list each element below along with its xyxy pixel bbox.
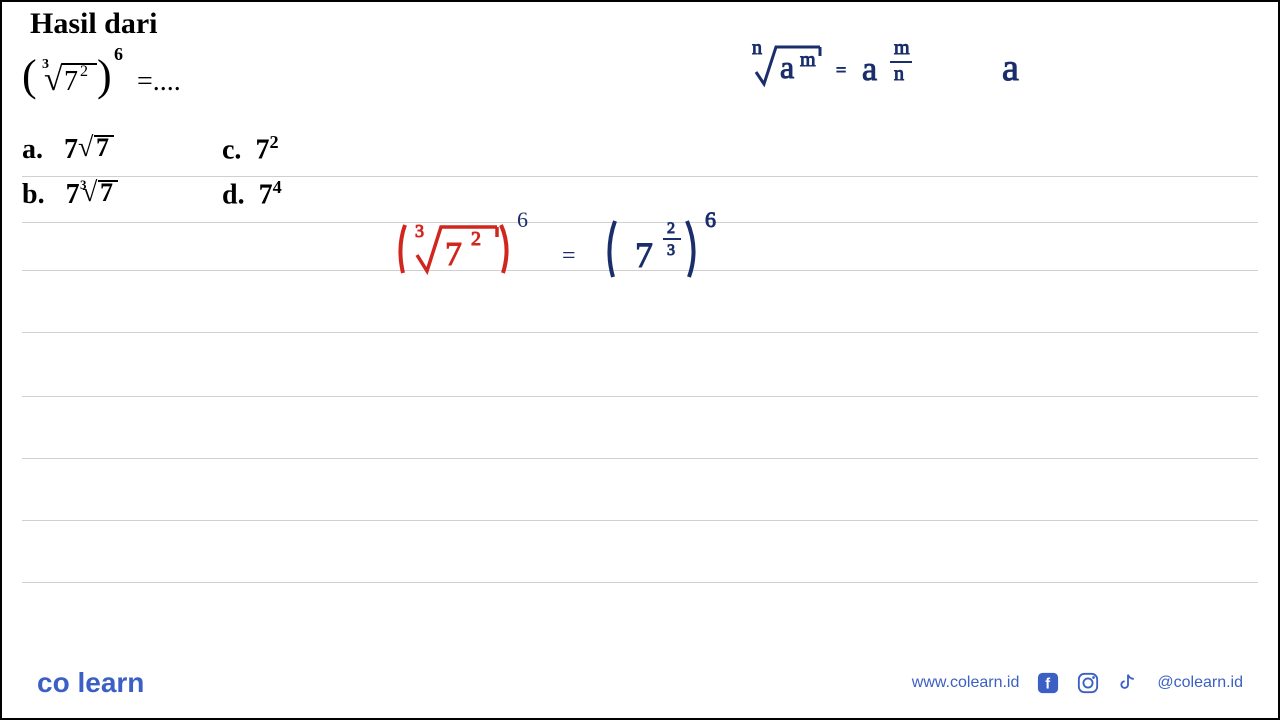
svg-text:=: = [836,60,846,80]
option-b: b. 7 3 √ 7 [22,177,128,211]
svg-text:2: 2 [667,220,675,237]
option-d: d. 74 [222,177,282,211]
svg-text:7: 7 [100,178,113,207]
svg-text:3: 3 [667,242,675,259]
footer-handle[interactable]: @colearn.id [1157,674,1243,692]
option-c-label: c. [222,134,241,165]
instagram-icon[interactable] [1077,672,1099,694]
svg-text:n: n [752,37,762,59]
svg-text:3: 3 [415,221,424,241]
ruled-line [22,520,1258,521]
option-d-base: 7 [259,179,273,210]
facebook-icon[interactable]: f [1037,672,1059,694]
option-a: a. 7 √ 7 [22,132,123,166]
question-expression: ( 3 √ 7 2 ) 6 =.... [22,42,202,120]
ruled-line [22,176,1258,177]
svg-text:a: a [1002,47,1019,89]
option-a-radical: √ 7 [78,132,123,162]
option-b-label: b. [22,179,45,210]
svg-text:6: 6 [114,44,123,64]
svg-text:7: 7 [96,133,109,162]
option-b-radical: 3 √ 7 [80,177,128,207]
option-b-prefix: 7 [66,179,80,210]
svg-text:7: 7 [635,235,653,275]
ruled-line [22,458,1258,459]
svg-text:): ) [97,51,112,100]
svg-text:=: = [562,243,576,269]
svg-text:√: √ [78,132,94,163]
option-d-exp: 4 [273,177,282,197]
ruled-line [22,582,1258,583]
svg-text:7: 7 [64,66,78,97]
formula-svg: n a m = a m n a [752,32,1072,102]
work-svg: 3 7 2 6 = 7 2 3 6 [397,207,767,297]
svg-text:7: 7 [445,236,462,273]
footer-right: www.colearn.id f @colearn.id [912,672,1243,694]
svg-text:n: n [894,63,904,85]
svg-text:√: √ [44,61,63,98]
option-c-base: 7 [255,134,269,165]
svg-text:f: f [1046,677,1051,693]
svg-text:(: ( [22,51,37,100]
svg-text:6: 6 [517,207,528,232]
logo-right: learn [77,667,144,698]
option-a-prefix: 7 [64,134,78,165]
tiktok-icon[interactable] [1117,672,1139,694]
ruled-line [22,396,1258,397]
svg-text:m: m [894,37,910,59]
logo: co learn [37,667,144,699]
handwritten-formula: n a m = a m n a [752,32,1072,107]
svg-text:a: a [780,49,794,85]
svg-text:√: √ [82,177,98,208]
title: Hasil dari [30,7,158,41]
option-c: c. 72 [222,132,279,166]
svg-text:2: 2 [80,63,88,80]
footer: co learn www.colearn.id f @colearn.id [2,648,1278,718]
logo-left: co [37,667,70,698]
svg-text:=....: =.... [137,66,181,97]
footer-url[interactable]: www.colearn.id [912,674,1020,692]
option-d-label: d. [222,179,245,210]
svg-text:m: m [800,49,816,71]
handwritten-work: 3 7 2 6 = 7 2 3 6 [397,207,767,302]
svg-text:2: 2 [471,228,481,250]
svg-text:6: 6 [705,207,716,232]
option-a-label: a. [22,134,43,165]
ruled-line [22,332,1258,333]
option-c-exp: 2 [269,132,278,152]
svg-text:a: a [862,51,877,88]
content-area: Hasil dari ( 3 √ 7 2 ) 6 =.... a. 7 √ 7 … [2,2,1278,642]
question-math: ( 3 √ 7 2 ) 6 =.... [22,42,202,112]
